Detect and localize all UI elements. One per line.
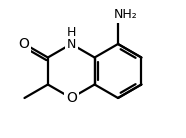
Text: O: O [18, 37, 29, 51]
Text: H: H [67, 26, 76, 39]
Text: N: N [67, 38, 76, 51]
Text: O: O [66, 91, 77, 105]
Text: NH₂: NH₂ [114, 9, 138, 22]
